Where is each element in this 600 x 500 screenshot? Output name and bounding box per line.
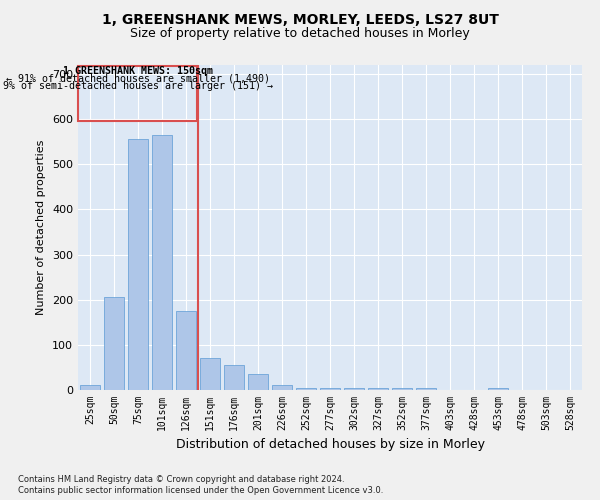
Text: Contains public sector information licensed under the Open Government Licence v3: Contains public sector information licen… (18, 486, 383, 495)
Bar (152, 135, 172, 390)
Bar (320, 388, 340, 390)
Y-axis label: Number of detached properties: Number of detached properties (37, 140, 46, 315)
Text: 1, GREENSHANK MEWS, MORLEY, LEEDS, LS27 8UT: 1, GREENSHANK MEWS, MORLEY, LEEDS, LS27 … (101, 12, 499, 26)
Bar (104, 298, 124, 390)
Bar (248, 374, 268, 390)
Bar (80, 386, 100, 390)
Bar (488, 388, 508, 390)
Bar (416, 388, 436, 390)
Bar (392, 388, 412, 390)
Text: ← 91% of detached houses are smaller (1,490): ← 91% of detached houses are smaller (1,… (5, 74, 269, 84)
Bar (272, 386, 292, 390)
Bar (128, 140, 148, 390)
Text: Size of property relative to detached houses in Morley: Size of property relative to detached ho… (130, 28, 470, 40)
Bar (224, 365, 244, 390)
Text: 1 GREENSHANK MEWS: 150sqm: 1 GREENSHANK MEWS: 150sqm (62, 66, 212, 76)
Text: 9% of semi-detached houses are larger (151) →: 9% of semi-detached houses are larger (1… (2, 81, 272, 91)
Bar (78, 66, 197, 122)
Text: Contains HM Land Registry data © Crown copyright and database right 2024.: Contains HM Land Registry data © Crown c… (18, 475, 344, 484)
Bar (296, 388, 316, 390)
X-axis label: Distribution of detached houses by size in Morley: Distribution of detached houses by size … (176, 438, 485, 452)
Bar (200, 358, 220, 390)
Bar (176, 311, 196, 390)
Bar (368, 388, 388, 390)
Bar (344, 388, 364, 390)
